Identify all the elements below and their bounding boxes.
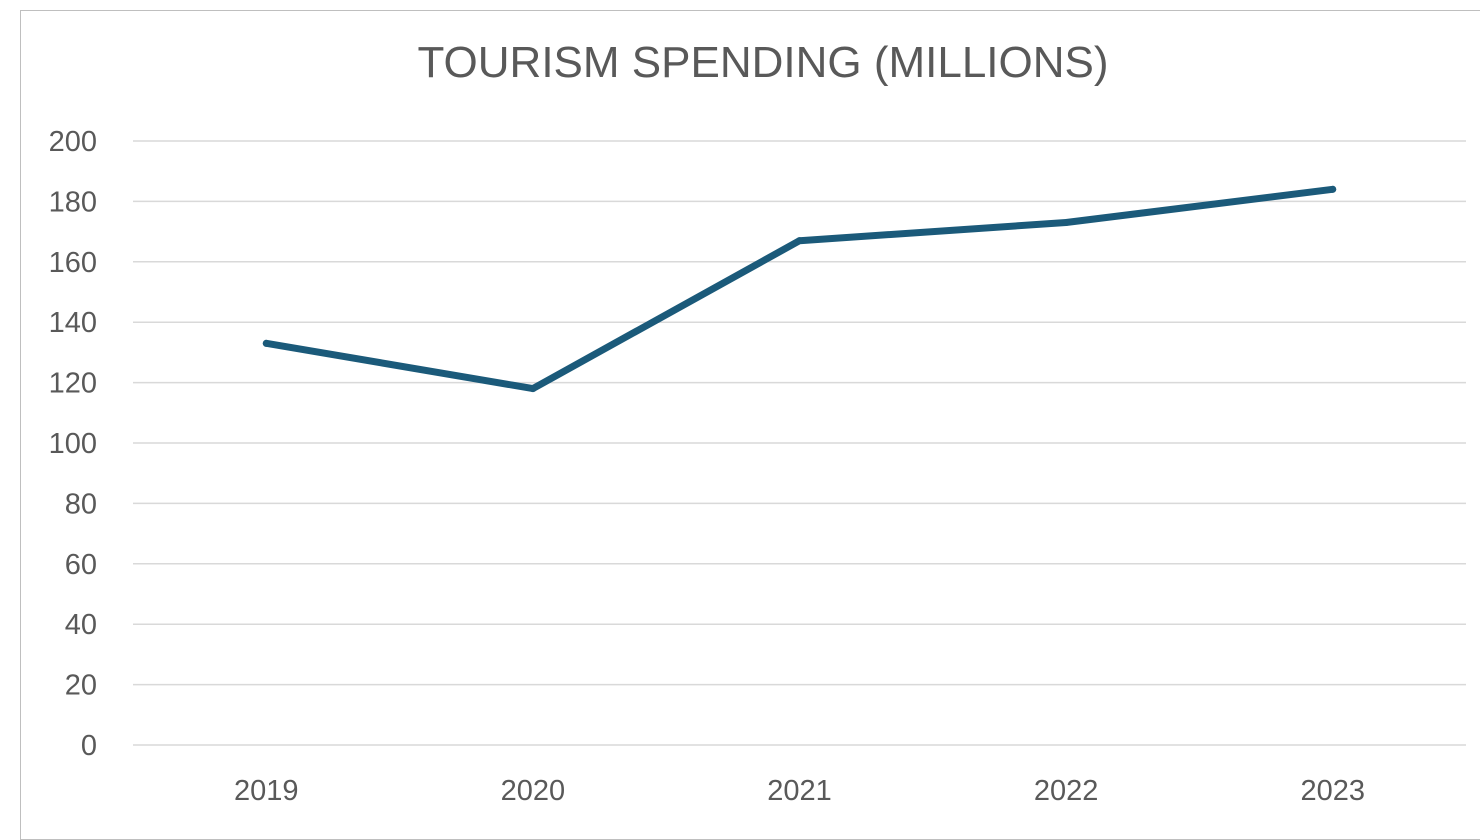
y-tick-label: 0 [81, 730, 97, 762]
y-axis-ticks: 0 20 40 60 80 100 120 140 160 180 200 [49, 126, 97, 762]
x-tick-label: 2019 [234, 775, 299, 807]
y-tick-label: 120 [49, 368, 97, 400]
x-tick-label: 2020 [501, 775, 566, 807]
x-tick-label: 2022 [1034, 775, 1099, 807]
x-axis-ticks: 2019 2020 2021 2022 2023 [234, 775, 1365, 807]
x-tick-label: 2023 [1300, 775, 1365, 807]
y-tick-label: 40 [65, 609, 97, 641]
data-point-2021 [796, 237, 803, 245]
y-tick-label: 180 [49, 186, 97, 218]
y-tick-label: 140 [49, 307, 97, 339]
data-point-2020 [529, 385, 537, 393]
y-tick-label: 60 [65, 549, 97, 581]
y-tick-label: 20 [65, 670, 97, 702]
line-chart: TOURISM SPENDING (MILLIONS) 0 20 40 60 80 100… [49, 38, 1466, 807]
y-tick-label: 80 [65, 488, 97, 520]
chart-frame [20, 10, 1480, 840]
data-point-2019 [262, 339, 270, 347]
series-layer [262, 185, 1337, 393]
data-point-2022 [1062, 219, 1070, 227]
y-tick-label: 200 [49, 126, 97, 158]
y-tick-label: 100 [49, 428, 97, 460]
y-tick-label: 160 [49, 247, 97, 279]
x-tick-label: 2021 [767, 775, 832, 807]
chart-title: TOURISM SPENDING (MILLIONS) [417, 38, 1108, 87]
data-point-2023 [1329, 185, 1337, 193]
gridlines [133, 140, 1466, 746]
series-line-0 [262, 185, 1337, 393]
